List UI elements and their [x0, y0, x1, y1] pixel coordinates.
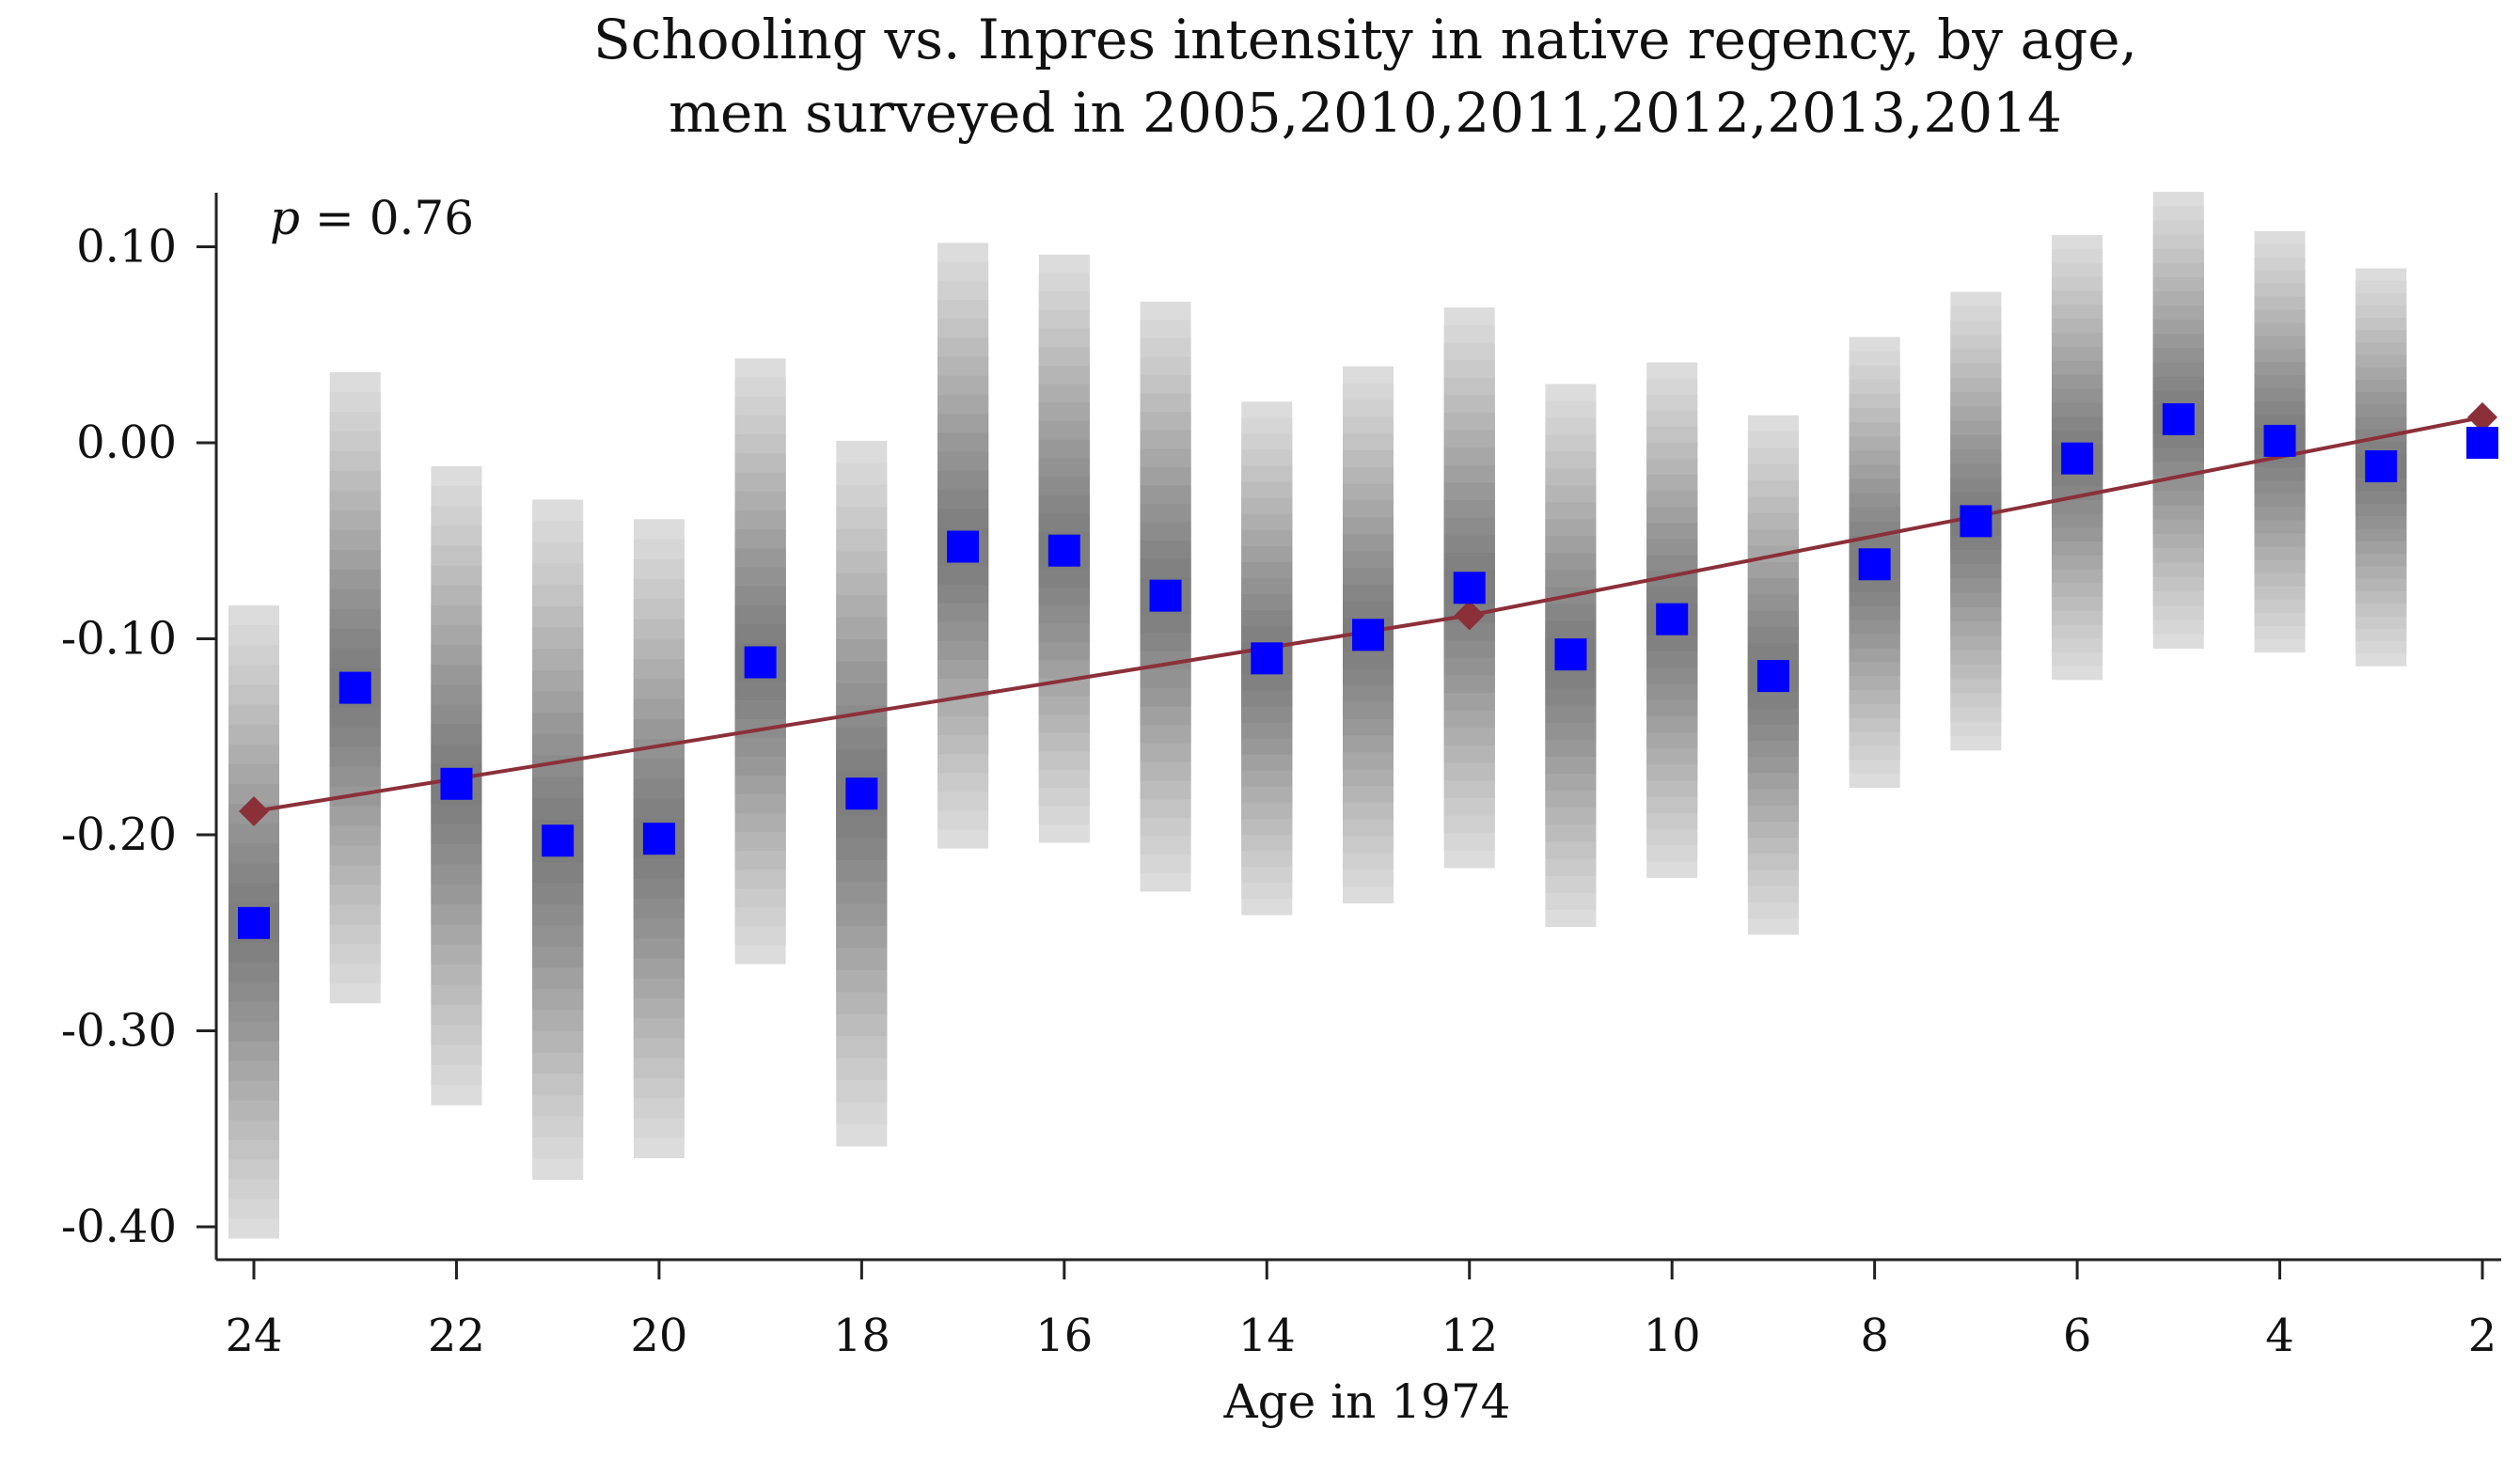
y-tick-label: -0.10 — [61, 613, 177, 666]
fitted-line-marker — [1454, 600, 1485, 631]
confidence-band — [1646, 362, 1698, 878]
x-axis-label: Age in 1974 — [1223, 1374, 1511, 1429]
x-tick-label: 8 — [1860, 1310, 1889, 1362]
p-value-symbol: p — [270, 191, 300, 245]
coefficient-point — [1453, 572, 1486, 604]
coefficient-points — [238, 402, 2498, 939]
y-tick-label: 0.10 — [76, 221, 177, 274]
coefficient-point — [1858, 548, 1891, 581]
x-tick-label: 14 — [1238, 1310, 1296, 1362]
coefficient-point — [1251, 642, 1284, 675]
p-value-text: = 0.76 — [300, 191, 474, 245]
fitted-line-marker — [239, 795, 269, 826]
chart-title-line-2: men surveyed in 2005,2010,2011,2012,2013… — [669, 81, 2062, 145]
fitted-line-group — [239, 401, 2497, 826]
x-tick-label: 18 — [833, 1310, 890, 1362]
coefficient-point — [238, 906, 270, 939]
x-tick-label: 12 — [1441, 1310, 1498, 1362]
confidence-band — [1545, 384, 1597, 927]
fitted-line-marker — [2467, 401, 2497, 432]
x-tick-label: 2 — [2468, 1310, 2497, 1362]
coefficient-point — [2365, 450, 2398, 483]
coefficient-point — [1149, 579, 1182, 612]
y-tick-label: -0.20 — [61, 808, 177, 861]
coefficient-point — [2263, 424, 2296, 457]
confidence-band — [1038, 254, 1090, 843]
coefficient-point — [542, 824, 575, 857]
x-tick-label: 22 — [428, 1310, 485, 1362]
confidence-band — [1241, 401, 1293, 916]
coefficient-point — [744, 646, 777, 679]
confidence-band — [734, 358, 786, 965]
confidence-band — [2152, 192, 2204, 649]
coefficient-point — [1960, 505, 1992, 538]
coefficient-point — [1352, 619, 1384, 651]
coefficient-point — [1554, 638, 1587, 671]
x-tick-label: 16 — [1035, 1310, 1093, 1362]
p-value-annotation: p = 0.76 — [270, 191, 474, 245]
x-tick-label: 6 — [2063, 1310, 2092, 1362]
coefficient-point — [642, 823, 675, 855]
y-tick-label: -0.40 — [61, 1200, 177, 1253]
coefficient-point — [2162, 402, 2195, 435]
coefficient-point — [1047, 534, 1080, 567]
chart-title-line-1: Schooling vs. Inpres intensity in native… — [593, 8, 2137, 71]
coefficient-point — [1756, 660, 1789, 693]
coefficient-point — [947, 530, 980, 563]
confidence-bands — [228, 192, 2407, 1239]
x-tick-label: 4 — [2265, 1310, 2294, 1362]
x-tick-label: 20 — [630, 1310, 687, 1362]
x-axis-ticks: 24 22 20 18 16 14 12 10 8 6 4 2 — [225, 1260, 2496, 1362]
coefficient-point — [2466, 427, 2498, 459]
coefficient-point — [440, 767, 473, 800]
y-tick-label: 0.00 — [76, 416, 177, 469]
confidence-band — [431, 466, 482, 1106]
y-axis-ticks: 0.10 0.00 -0.10 -0.20 -0.30 -0.40 — [61, 221, 216, 1253]
coefficient-point — [1656, 603, 1689, 635]
x-tick-label: 10 — [1644, 1310, 1701, 1362]
coefficient-point — [845, 777, 878, 810]
x-tick-label: 24 — [225, 1310, 282, 1362]
coefficient-point — [2061, 442, 2094, 475]
y-tick-label: -0.30 — [61, 1005, 177, 1058]
coefficient-point — [339, 671, 371, 704]
